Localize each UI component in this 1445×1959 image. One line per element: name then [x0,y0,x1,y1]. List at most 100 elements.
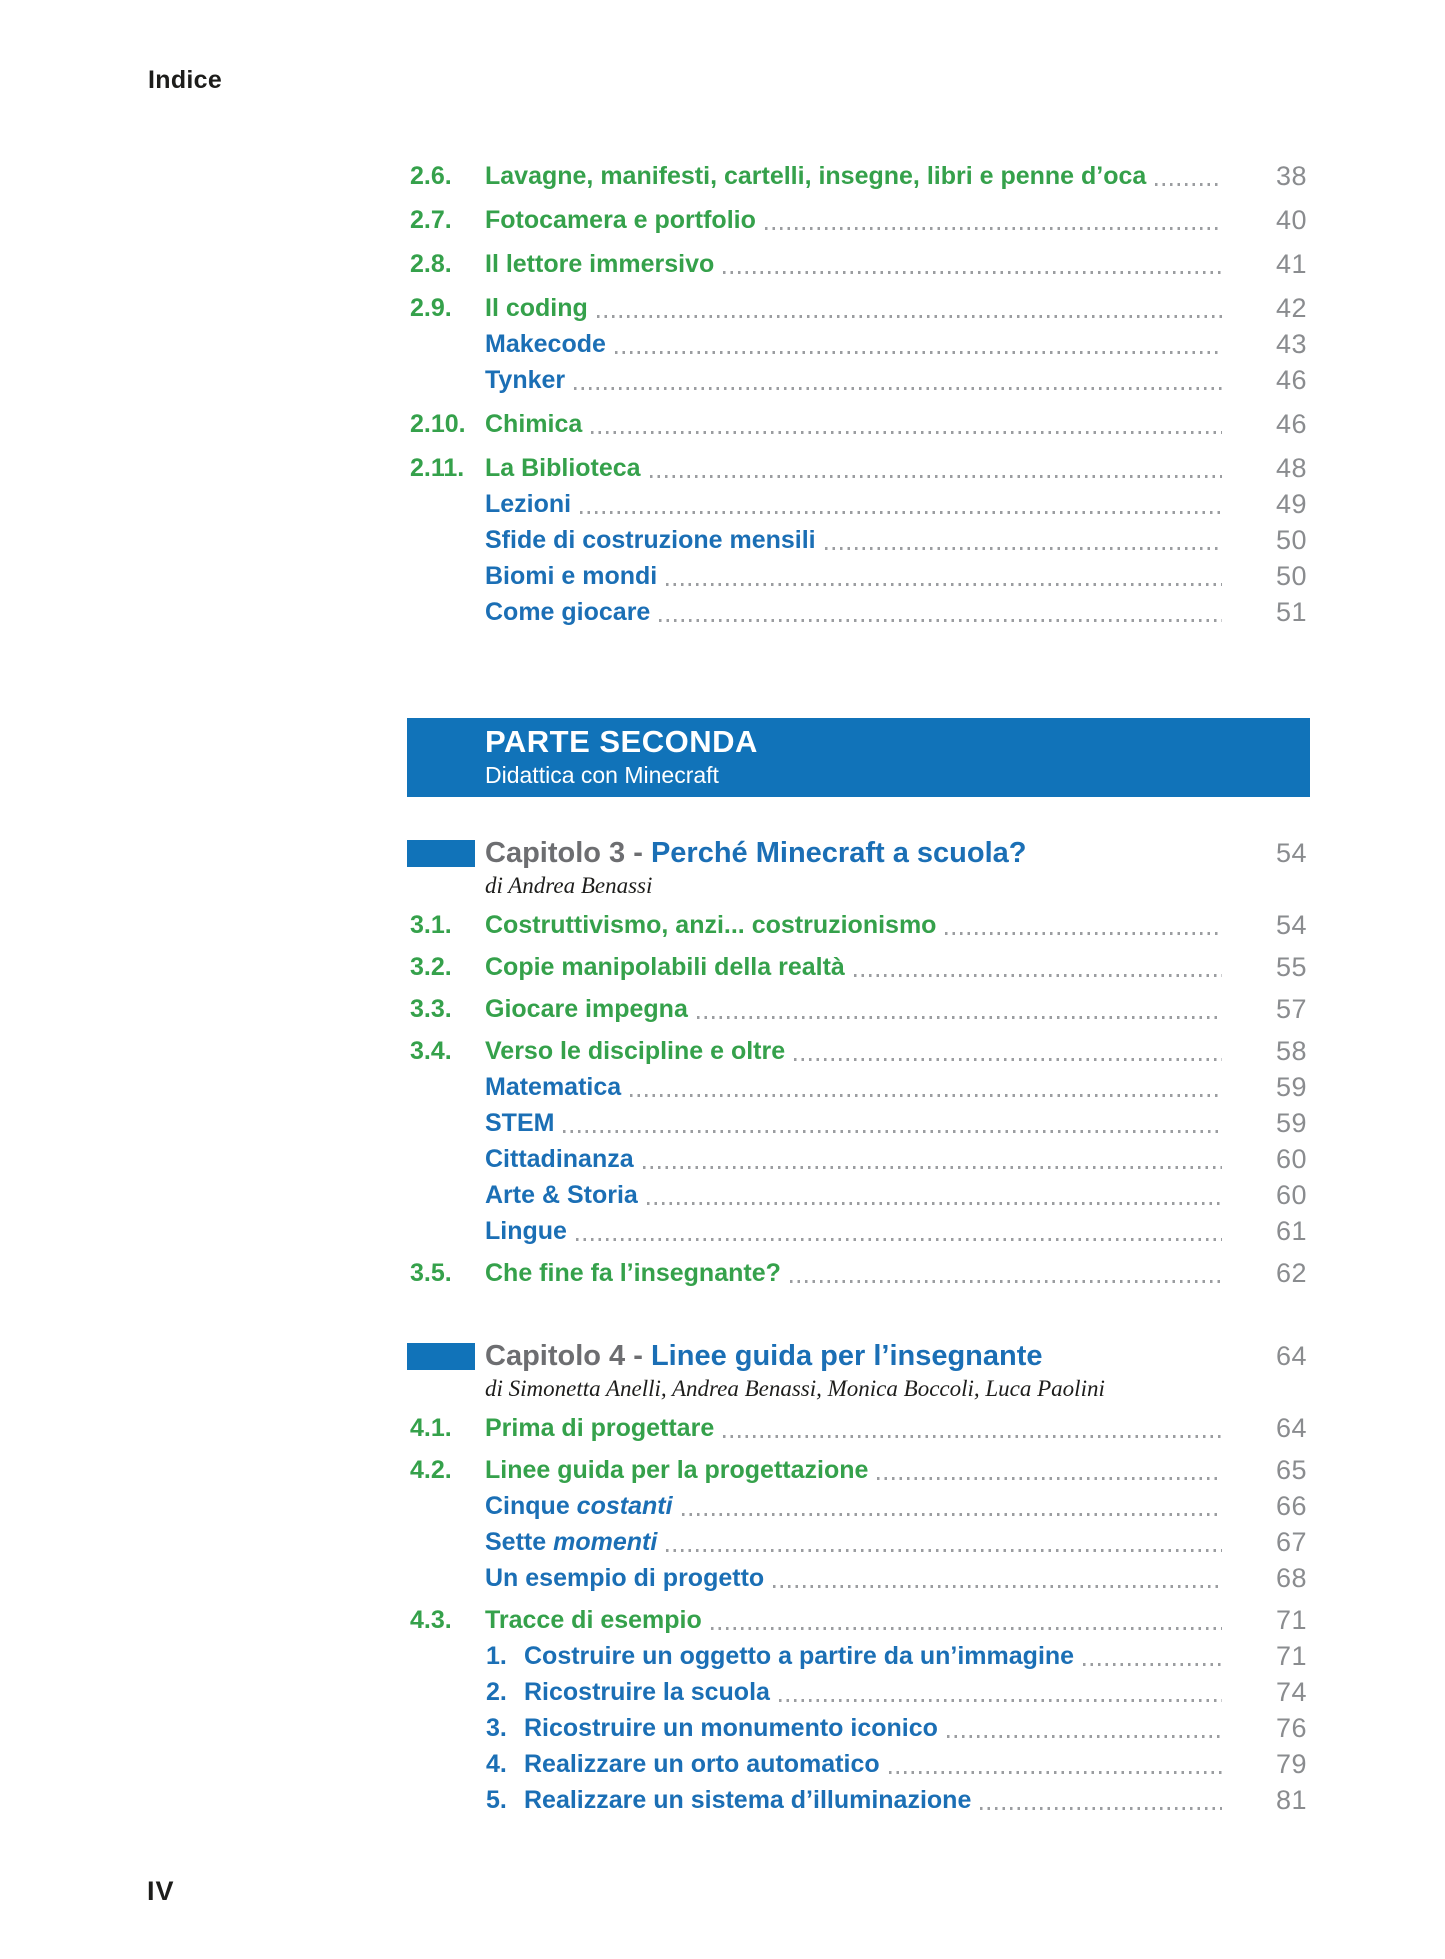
entry-number: 2.11. [410,453,465,482]
dot-leader [778,1699,1222,1702]
toc-row: Biomi e mondi 50 [410,558,1307,594]
page-number: 62 [1275,1257,1307,1288]
entry-label: Tynker [485,365,566,394]
page-number: 41 [1275,248,1307,279]
page-number: 59 [1275,1071,1307,1102]
entry-number: 2.7. [410,205,452,234]
entry-label: Copie manipolabili della realtà [485,952,845,981]
dot-leader [681,1513,1222,1516]
dot-leader [563,1130,1222,1133]
dot-leader [666,583,1222,586]
page-number: 79 [1275,1748,1307,1779]
entry-label: Ricostruire un monumento iconico [524,1713,938,1742]
dot-leader [794,1058,1222,1061]
dot-leader [580,511,1222,514]
entry-label: Matematica [485,1072,622,1101]
toc-row: 4.1. Prima di progettare 64 [410,1410,1307,1446]
entry-number: 3.2. [410,952,452,981]
toc-row: Tynker 46 [410,362,1307,398]
page-number: 49 [1275,488,1307,519]
entry-number: 3.3. [410,994,452,1023]
toc-row: Lezioni 49 [410,486,1307,522]
toc-row: 2.7. Fotocamera e portfolio 40 [410,202,1307,238]
entry-number: 4.1. [410,1413,452,1442]
dot-leader [659,619,1222,622]
page-number: 55 [1275,951,1307,982]
toc-block-part-one: 2.6. Lavagne, manifesti, cartelli, insegn… [410,150,1307,630]
toc-row: 3.2. Copie manipolabili della realtà 55 [410,949,1307,985]
chapter-marker-icon [407,1342,475,1370]
chapter-label: Capitolo 4 - [485,1339,651,1372]
dot-leader [710,1627,1222,1630]
page-number: 60 [1275,1143,1307,1174]
entry-number: 1. [486,1641,507,1670]
page-number: 51 [1275,596,1307,627]
chapter-rows: 4.1. Prima di progettare 64 4.2. Linee guida… [410,1410,1307,1818]
entry-label: Lingue [485,1216,567,1245]
entry-label: Biomi e mondi [485,561,658,590]
toc-row: 2.10. Chimica 46 [410,406,1307,442]
part-banner-subtitle: Didattica con Minecraft [485,762,719,789]
dot-leader [789,1280,1222,1283]
entry-number: 5. [486,1785,507,1814]
entry-label: Realizzare un sistema d’illuminazione [524,1785,972,1814]
dot-leader [591,431,1222,434]
page-number: 50 [1275,524,1307,555]
toc-row: 3.5. Che fine fa l’insegnante? 62 [410,1255,1307,1291]
dot-leader [642,1166,1222,1169]
toc-row: 2.6. Lavagne, manifesti, cartelli, insegn… [410,158,1307,194]
page-number: 40 [1275,204,1307,235]
entry-label: Cittadinanza [485,1144,634,1173]
entry-label: Il lettore immersivo [485,249,715,278]
entry-number: 4.2. [410,1455,452,1484]
entry-label: Sette momenti [485,1527,658,1556]
part-banner: PARTE SECONDA Didattica con Minecraft [407,718,1310,797]
page-title: Indice [148,66,223,94]
dot-leader [877,1477,1222,1480]
dot-leader [646,1202,1222,1205]
page-number: 68 [1275,1562,1307,1593]
entry-label: Lezioni [485,489,572,518]
chapter-title: Linee guida per l’insegnante [650,1339,1043,1372]
toc-row: 3.1. Costruttivismo, anzi... costruzionis… [410,907,1307,943]
entry-label: Ricostruire la scuola [524,1677,770,1706]
toc-row: 3. Ricostruire un monumento iconico 76 [410,1710,1307,1746]
dot-leader [649,475,1222,478]
entry-number: 3.4. [410,1036,452,1065]
toc-row: 4.2. Linee guida per la progettazione 65 [410,1452,1307,1488]
dot-leader [1083,1663,1222,1666]
page-number: 71 [1275,1640,1307,1671]
page-number: 57 [1275,993,1307,1024]
entry-label: Chimica [485,409,583,438]
chapter-title: Perché Minecraft a scuola? [650,836,1027,869]
page-number: 67 [1275,1526,1307,1557]
page-number: 74 [1275,1676,1307,1707]
toc-row: Makecode 43 [410,326,1307,362]
entry-label: Arte & Storia [485,1180,638,1209]
toc-row: Sfide di costruzione mensili 50 [410,522,1307,558]
entry-label: Sfide di costruzione mensili [485,525,816,554]
dot-leader [980,1807,1222,1810]
chapter-heading: Capitolo 3 - Perché Minecraft a scuola? 5… [407,833,1307,873]
chapter-label: Capitolo 3 - [485,836,651,869]
page-number: 54 [1275,909,1307,940]
entry-number: 3.1. [410,910,452,939]
dot-leader [824,547,1222,550]
dot-leader [773,1585,1222,1588]
page-number: 46 [1275,364,1307,395]
page-number: 59 [1275,1107,1307,1138]
page-number: 76 [1275,1712,1307,1743]
page-number: 61 [1275,1215,1307,1246]
dot-leader [614,351,1222,354]
toc-row: 1. Costruire un oggetto a partire da un’i… [410,1638,1307,1674]
page-number: 71 [1275,1604,1307,1635]
entry-label: Giocare impegna [485,994,688,1023]
page-number: 60 [1275,1179,1307,1210]
toc-row: 2. Ricostruire la scuola 74 [410,1674,1307,1710]
toc-row: Cittadinanza 60 [410,1141,1307,1177]
toc-row: STEM 59 [410,1105,1307,1141]
folio-page-number: IV [147,1876,175,1906]
page-number: 54 [1275,837,1307,868]
entry-label: Fotocamera e portfolio [485,205,756,234]
entry-label-italic: costanti [576,1491,673,1520]
